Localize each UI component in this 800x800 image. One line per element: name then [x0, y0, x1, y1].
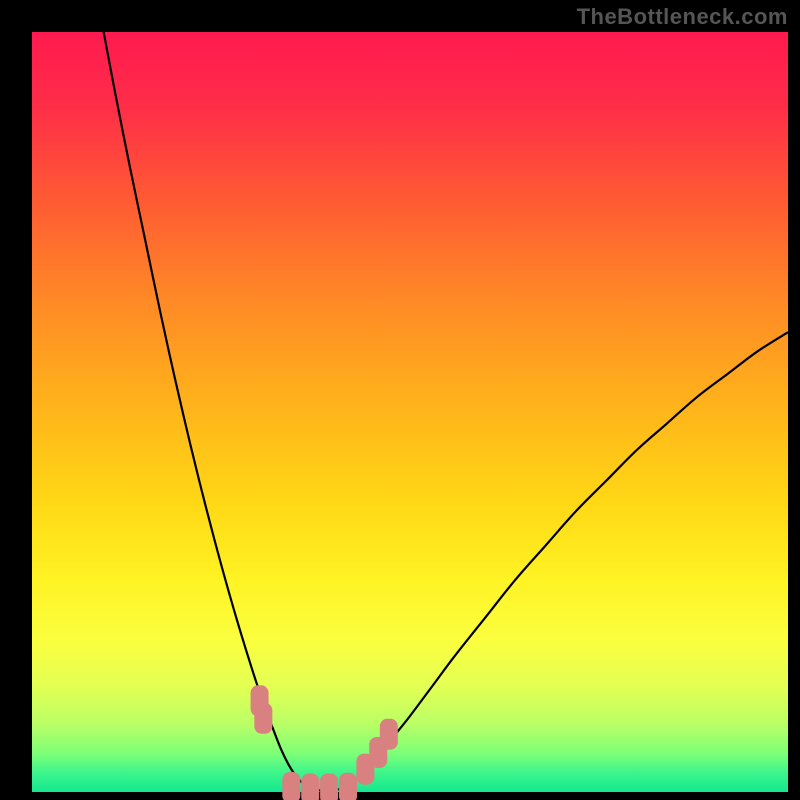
marker	[283, 772, 300, 800]
marker	[255, 703, 272, 733]
watermark-label: TheBottleneck.com	[577, 4, 788, 30]
marker	[321, 774, 338, 800]
marker	[302, 774, 319, 800]
marker	[340, 773, 357, 800]
plot-area	[32, 32, 788, 792]
gradient-background	[32, 32, 788, 792]
chart-stage: TheBottleneck.com	[0, 0, 800, 800]
chart-svg	[32, 32, 788, 792]
marker	[380, 719, 397, 749]
